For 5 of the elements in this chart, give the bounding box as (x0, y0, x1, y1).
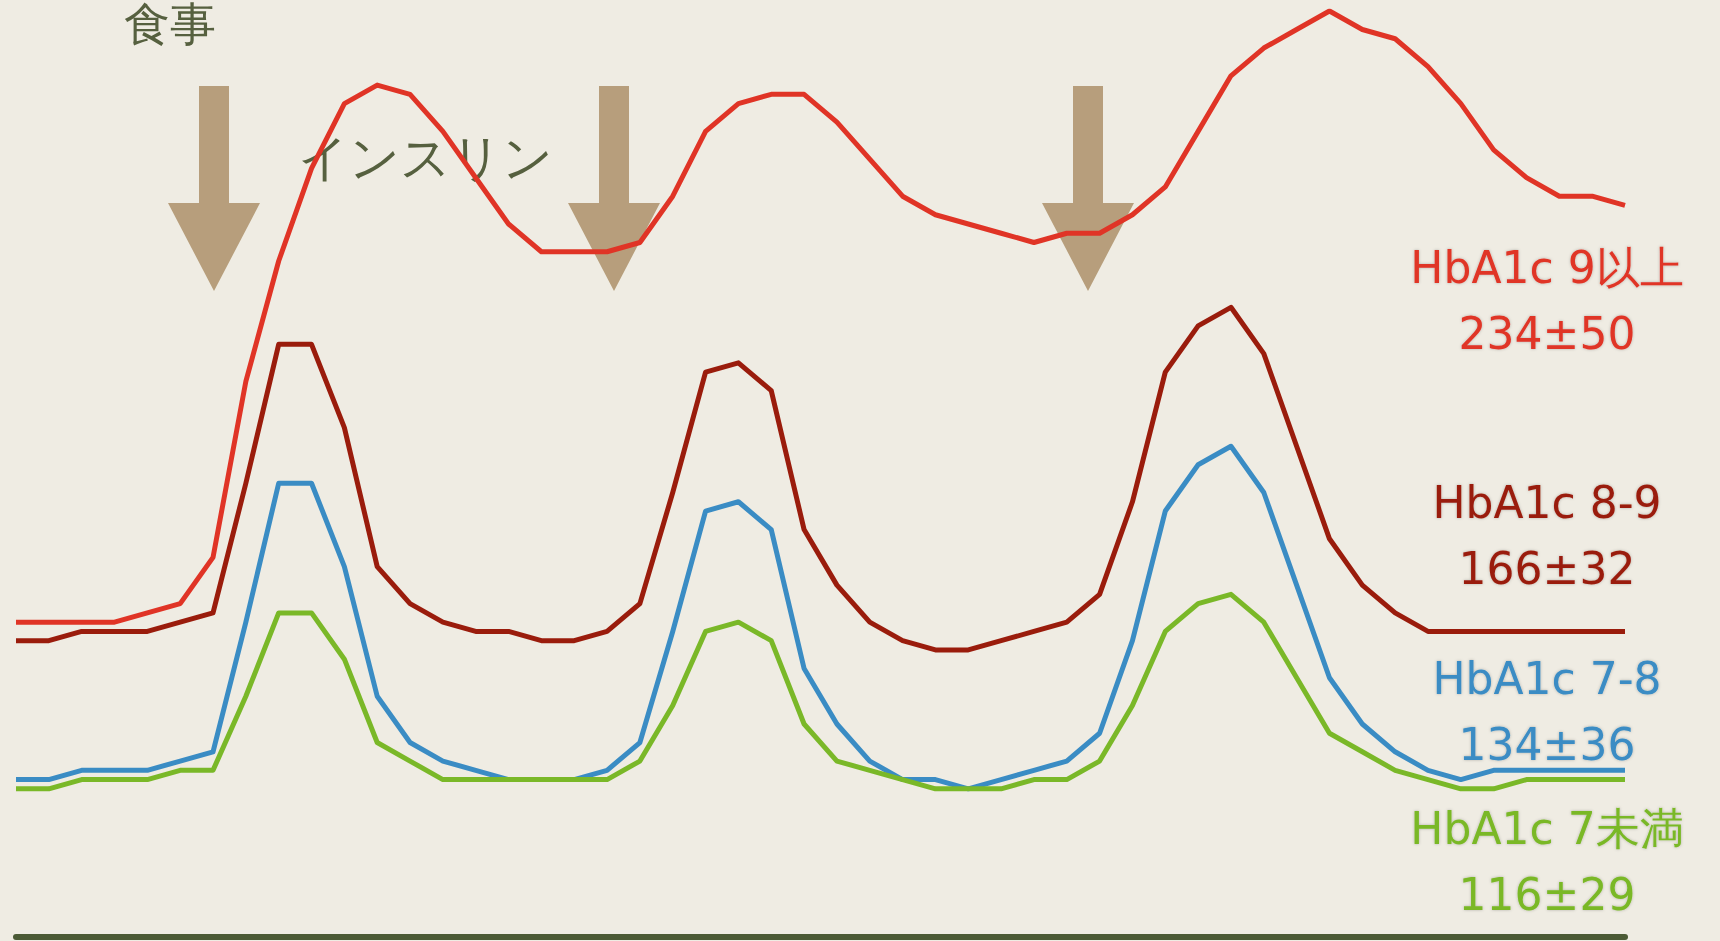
series-label: HbA1c 9以上 234±50 (1410, 241, 1684, 359)
series-label: HbA1c 7-8 134±36 (1432, 652, 1662, 770)
series-label: HbA1c 7未満 116±29 (1410, 802, 1684, 920)
annotation: 食事 (124, 0, 216, 51)
series-label: HbA1c 8-9 166±32 (1432, 476, 1662, 594)
